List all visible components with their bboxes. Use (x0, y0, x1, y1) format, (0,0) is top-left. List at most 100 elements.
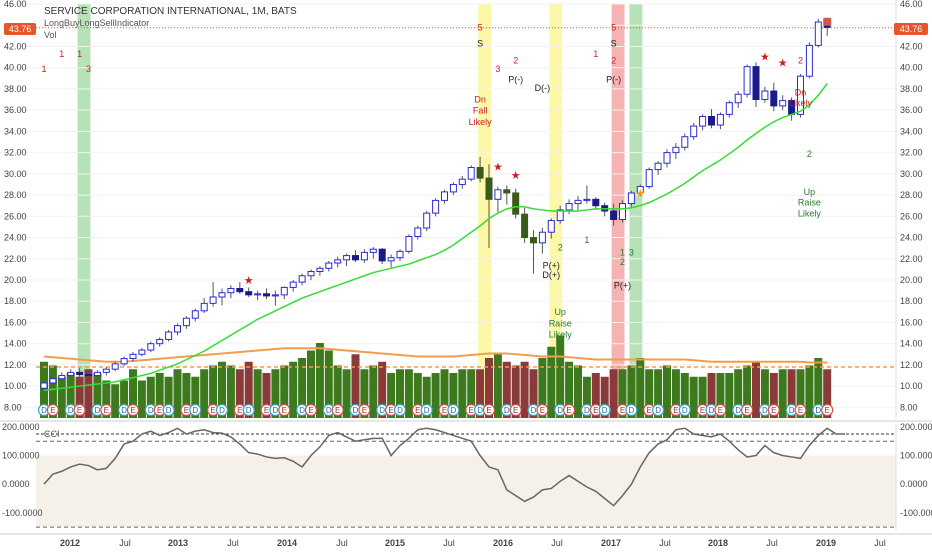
candle-body (271, 294, 279, 297)
candle (58, 372, 66, 382)
volume-bar (164, 376, 173, 418)
date-tick-label: Jul (766, 538, 778, 548)
volume-bar (467, 369, 476, 418)
candle-body (752, 66, 760, 101)
candle (636, 184, 644, 197)
candle (378, 248, 386, 265)
dividend-marker: D (625, 403, 638, 417)
candle (369, 247, 377, 259)
candle-body (583, 198, 591, 201)
candle-body (547, 220, 555, 233)
marker-letter: D (451, 406, 457, 415)
marker-letter: D (682, 406, 688, 415)
price-tick-label-left: 16.00 (4, 317, 27, 327)
candle-body (360, 251, 368, 261)
marker-circle (509, 403, 522, 417)
marker-circle (242, 403, 255, 417)
marker-letter: E (620, 406, 625, 415)
volume-bar (298, 358, 307, 418)
volume-bar (387, 373, 396, 418)
candle (814, 18, 822, 48)
volume-bar (752, 361, 760, 418)
marker-letter: D (219, 406, 225, 415)
volume-bar (574, 365, 582, 418)
price-tick-label: 36.00 (900, 105, 923, 115)
marker-letter: E (130, 406, 135, 415)
marker-letter: E (771, 406, 776, 415)
candle (779, 95, 787, 111)
candle-body (245, 291, 253, 296)
volume-bar (476, 369, 485, 418)
volume-bar (663, 365, 671, 418)
marker-letter: D (762, 406, 768, 415)
candle (610, 203, 618, 226)
candle-body (770, 90, 778, 107)
marker-circle (482, 403, 496, 417)
star-marker: ★ (493, 162, 503, 174)
marker-letter: D (602, 406, 608, 415)
candle-body (530, 237, 537, 244)
candle (458, 175, 466, 189)
marker-letter: D (166, 406, 172, 415)
signal-label: Dn (795, 87, 807, 97)
volume-bar (66, 373, 75, 418)
candle-body (129, 353, 137, 360)
price-tick-label: 38.00 (900, 84, 923, 94)
price-tick-label: 42.00 (900, 41, 923, 51)
volume-bar (591, 373, 600, 418)
candle-body (289, 281, 297, 288)
volume-bar (814, 358, 823, 418)
signal-label: Up (554, 307, 566, 317)
signal-label: 2 (558, 242, 563, 252)
candle-body (405, 235, 413, 252)
candle (316, 266, 324, 276)
earnings-marker: E (304, 403, 318, 417)
marker-circle (393, 403, 407, 417)
candle-body (200, 302, 208, 312)
candle (441, 189, 448, 204)
cci-label: CCI (44, 429, 60, 439)
candle (672, 143, 680, 159)
candle-body (708, 116, 715, 126)
candle-body (494, 189, 502, 200)
signal-label: D(+) (542, 270, 560, 280)
candle-body (699, 116, 707, 127)
dividend-marker: D (474, 403, 487, 417)
volume-bar (404, 369, 413, 418)
signal-label: Likely (469, 117, 493, 127)
volume-bar (502, 361, 511, 418)
volume-bar (324, 350, 333, 418)
marker-letter: E (486, 406, 491, 415)
marker-letter: D (531, 406, 537, 415)
volume-bar (315, 343, 324, 418)
signal-label: 2 (611, 55, 616, 65)
candle (174, 323, 181, 336)
earnings-marker: E (180, 403, 193, 417)
date-tick-label: 2016 (493, 538, 513, 548)
candle (245, 287, 253, 297)
star-marker: ★ (760, 51, 770, 63)
earnings-marker: E (73, 403, 86, 417)
marker-letter: D (379, 406, 385, 415)
highlight-band (478, 4, 491, 418)
volume-bar (396, 369, 404, 418)
candle (67, 369, 75, 379)
marker-circle (598, 403, 611, 417)
volume-bar (671, 369, 680, 418)
volume-bar (805, 365, 814, 418)
marker-circle (714, 403, 727, 417)
candle (752, 62, 760, 107)
candle-body (138, 349, 146, 355)
candle (209, 282, 217, 307)
date-tick-label: Jul (443, 538, 455, 548)
volume-bar (520, 361, 529, 418)
date-tick-label: 2015 (385, 538, 405, 548)
chart-title: SERVICE CORPORATION INTERNATIONAL, 1M, B… (44, 6, 297, 17)
date-tick-label: Jul (659, 538, 671, 548)
volume-bar (218, 361, 226, 418)
marker-letter: D (424, 406, 430, 415)
volume-bar (307, 350, 315, 418)
marker-letter: E (593, 406, 598, 415)
price-tick-label: 20.00 (900, 275, 923, 285)
